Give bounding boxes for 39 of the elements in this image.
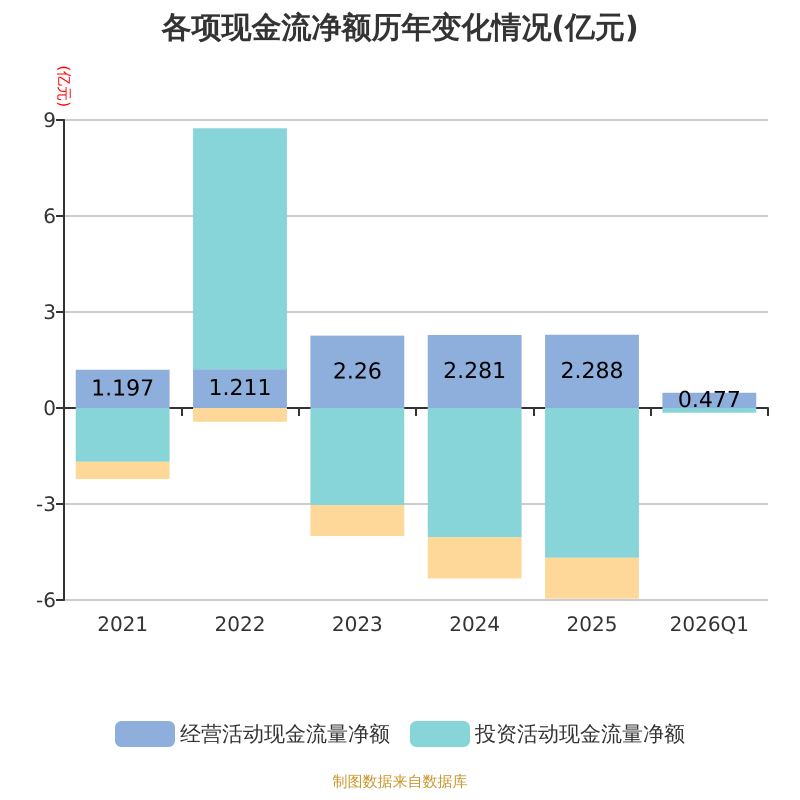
bar	[310, 504, 404, 536]
y-tick-label: 6	[43, 204, 56, 228]
bar	[428, 335, 522, 408]
legend-label: 经营活动现金流量净额	[180, 722, 390, 746]
legend-label: 投资活动现金流量净额	[474, 722, 685, 746]
data-label: 0.477	[678, 388, 741, 413]
x-tick-label: 2021	[97, 612, 148, 636]
bar	[76, 408, 170, 462]
bar	[428, 537, 522, 579]
bar	[76, 370, 170, 408]
x-tick-label: 2026Q1	[670, 612, 750, 636]
bar	[310, 336, 404, 408]
y-tick-label: 0	[43, 396, 56, 420]
y-tick-label: 9	[43, 108, 56, 132]
x-tick-label: 2025	[566, 612, 618, 636]
bar	[310, 408, 404, 505]
data-label: 2.288	[560, 358, 624, 384]
bar	[545, 558, 639, 599]
bar	[545, 334, 639, 408]
bar	[428, 408, 522, 538]
bar	[193, 369, 287, 408]
data-label: 1.211	[208, 376, 272, 402]
y-tick-label: -6	[36, 588, 56, 612]
bar	[545, 408, 639, 558]
x-tick-label: 2024	[449, 612, 500, 636]
x-tick-label: 2022	[214, 612, 266, 636]
bar	[193, 408, 287, 422]
bar	[76, 462, 170, 480]
bar	[193, 128, 287, 370]
y-tick-label: 3	[43, 300, 56, 324]
text: 制图数据来自数据库	[332, 772, 468, 790]
chart-title: 各项现金流净额历年变化情况(亿元)	[160, 10, 639, 46]
data-label: 1.197	[91, 376, 154, 402]
y-tick-label: -3	[36, 492, 56, 516]
data-label: 2.281	[443, 359, 506, 384]
data-label: 2.26	[332, 359, 382, 384]
bar	[662, 408, 756, 413]
x-tick-label: 2023	[332, 612, 383, 636]
y-axis-title: (亿元)	[55, 65, 73, 108]
